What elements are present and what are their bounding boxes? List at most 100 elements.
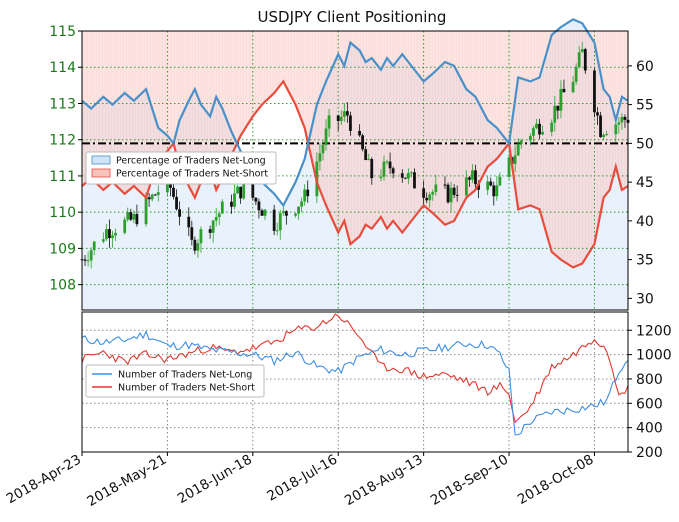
candle-body	[492, 185, 496, 197]
candle-body	[431, 191, 435, 195]
price-tick-label: 108	[49, 278, 76, 294]
candle-body	[345, 111, 349, 116]
candle-body	[370, 159, 374, 179]
percent-tick-label: 55	[636, 98, 654, 114]
chart-title: USDJPY Client Positioning	[258, 8, 447, 26]
candle-body	[413, 172, 416, 189]
count-tick-label: 600	[636, 396, 663, 412]
candle-body	[507, 157, 511, 177]
net-long-pct-line	[81, 18, 629, 208]
candle-body	[105, 229, 108, 240]
candle-body	[153, 194, 157, 196]
candle-body	[321, 145, 325, 154]
candle-body	[498, 176, 502, 186]
candle-body	[156, 192, 160, 196]
candle-body	[123, 219, 127, 233]
candle-body	[528, 135, 532, 141]
candle-body	[464, 177, 468, 196]
bottom-panel-frame	[81, 311, 629, 453]
candle-body	[367, 159, 371, 161]
percent-tick-label: 30	[636, 291, 654, 307]
net-short-area	[82, 31, 628, 268]
candle-body	[132, 213, 136, 220]
candle-body	[406, 172, 410, 179]
candle-body	[382, 161, 386, 177]
candle-body	[410, 172, 413, 174]
top-legend-swatch	[91, 168, 111, 178]
candle-body	[101, 239, 105, 242]
price-candles	[80, 41, 630, 269]
candle-body	[342, 111, 346, 117]
candle-body	[111, 235, 114, 239]
candle-body	[230, 201, 233, 207]
candle-body	[260, 210, 264, 216]
candle-body	[571, 81, 575, 93]
candle-body	[455, 194, 459, 196]
bottom-legend-label: Number of Traders Net-Long	[118, 370, 252, 381]
bottom-legend-label: Number of Traders Net-Short	[118, 383, 255, 394]
count-tick-label: 1000	[636, 348, 672, 364]
candle-body	[135, 213, 139, 225]
candle-body	[446, 184, 450, 203]
candle-body	[236, 186, 239, 194]
candle-body	[178, 209, 182, 217]
percent-tick-label: 50	[636, 136, 654, 152]
x-tick-label: 2018-Jul-16	[264, 452, 340, 505]
top-panel: 108 109 110 111 112 113 114 115 30 35 40 45 50 55 60 Pe…	[49, 18, 654, 311]
top-legend-label: Percentage of Traders Net-Long	[116, 156, 266, 167]
candle-body	[452, 187, 456, 195]
candle-body	[272, 209, 276, 231]
candle-body	[242, 180, 246, 199]
count-tick-label: 400	[636, 421, 663, 437]
percent-tick-label: 45	[636, 175, 654, 191]
candle-body	[580, 49, 584, 53]
count-tick-label: 800	[636, 372, 663, 388]
candle-body	[403, 177, 407, 179]
candle-body	[327, 115, 331, 129]
bottom-legend-box	[85, 364, 265, 398]
candle-body	[614, 124, 618, 135]
candle-body	[86, 260, 90, 262]
candle-body	[519, 140, 523, 144]
candle-body	[477, 184, 480, 190]
candle-body	[300, 201, 304, 207]
candle-body	[562, 88, 566, 93]
candle-body	[89, 250, 93, 261]
x-tick-label: 2018-Oct-08	[515, 452, 597, 508]
candle-body	[385, 161, 389, 163]
candle-body	[108, 229, 111, 239]
candle-body	[303, 189, 307, 202]
candle-body	[617, 122, 621, 125]
price-tick-label: 111	[49, 169, 76, 185]
candle-body	[187, 216, 191, 228]
price-tick-label: 113	[49, 96, 76, 112]
candle-body	[297, 206, 300, 214]
candle-body	[400, 173, 404, 178]
candle-body	[532, 128, 535, 136]
candle-body	[257, 201, 261, 211]
candle-body	[129, 212, 133, 220]
candle-body	[275, 230, 279, 232]
price-tick-label: 115	[49, 24, 76, 40]
candle-body	[254, 197, 258, 202]
candle-body	[602, 134, 605, 138]
candle-body	[391, 168, 395, 174]
percent-tick-label: 35	[636, 253, 654, 269]
candle-body	[175, 196, 178, 210]
candle-body	[513, 155, 517, 164]
candle-body	[434, 184, 438, 192]
candle-body	[538, 123, 541, 135]
candle-body	[172, 187, 175, 197]
candle-body	[361, 135, 365, 150]
candle-body	[211, 220, 215, 233]
candle-body	[126, 212, 130, 220]
candle-body	[495, 185, 499, 197]
candle-body	[284, 211, 288, 216]
x-tick-label: 2018-Sep-10	[428, 452, 511, 509]
top-legend-swatch	[91, 155, 111, 165]
candle-body	[150, 194, 154, 200]
candle-body	[92, 241, 96, 251]
x-tick-label: 2018-Aug-13	[342, 452, 426, 510]
candle-body	[449, 187, 453, 203]
